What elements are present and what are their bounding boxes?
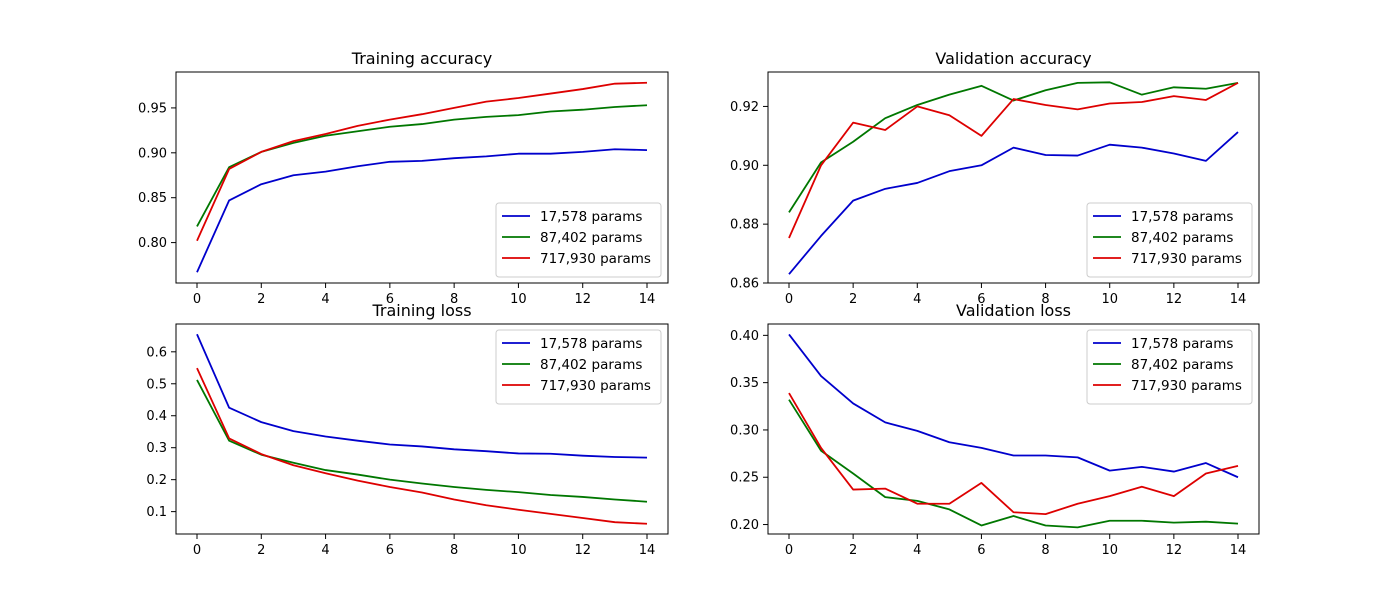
legend: 17,578 params 87,402 params 717,930 params	[1086, 202, 1253, 278]
legend-box	[495, 202, 662, 278]
series-line-1	[196, 333, 648, 459]
x-tick-label: 8	[1041, 292, 1049, 307]
chart-title: Training loss	[371, 301, 471, 320]
legend: 17,578 params 87,402 params 717,930 params	[495, 329, 662, 405]
y-tick-label: 0.35	[730, 376, 759, 391]
y-tick-label: 0.20	[730, 518, 759, 533]
x-tick-label: 4	[913, 292, 921, 307]
x-tick-label: 0	[193, 292, 201, 307]
x-tick-label: 12	[1166, 292, 1183, 307]
x-tick-label: 2	[849, 543, 857, 558]
x-tick-label: 14	[1230, 292, 1247, 307]
x-tick-label: 6	[386, 543, 394, 558]
legend-box	[1086, 329, 1253, 405]
x-tick-label: 10	[1101, 543, 1118, 558]
axes-frame	[767, 323, 1260, 535]
x-tick-label: 14	[1230, 543, 1247, 558]
chart-panel-1: Training accuracy 0 2 4 6 8 10 12 14 0.80 0.85 0.90…	[138, 49, 669, 307]
legend-label: 87,402 params	[540, 230, 642, 246]
y-tick-label: 0.80	[138, 236, 167, 251]
x-tick-label: 2	[257, 543, 265, 558]
x-tick-label: 8	[450, 292, 458, 307]
legend-box	[495, 329, 662, 405]
chart-title: Validation loss	[956, 301, 1071, 320]
legend-label: 17,578 params	[540, 209, 642, 225]
x-tick-label: 12	[574, 543, 591, 558]
y-tick-label: 0.25	[730, 471, 759, 486]
series-line-1	[788, 131, 1239, 275]
legend-label: 717,930 params	[1131, 378, 1242, 394]
y-tick-label: 0.4	[146, 409, 167, 424]
x-tick-label: 4	[321, 543, 329, 558]
y-tick-label: 0.30	[730, 423, 759, 438]
chart-title: Training accuracy	[351, 49, 492, 68]
legend-box	[1086, 202, 1253, 278]
x-tick-label: 6	[977, 543, 985, 558]
series-line-2	[788, 399, 1239, 529]
x-tick-label: 10	[510, 543, 527, 558]
legend: 17,578 params 87,402 params 717,930 params	[495, 202, 662, 278]
x-tick-label: 8	[1041, 543, 1049, 558]
y-tick-label: 0.3	[146, 441, 167, 456]
legend-label: 17,578 params	[540, 336, 642, 352]
series-line-2	[788, 81, 1239, 213]
legend-label: 87,402 params	[1131, 357, 1233, 373]
legend-label: 87,402 params	[540, 357, 642, 373]
x-tick-label: 6	[386, 292, 394, 307]
y-tick-label: 0.92	[730, 100, 759, 115]
x-tick-label: 10	[1101, 292, 1118, 307]
legend-label: 717,930 params	[540, 378, 651, 394]
y-tick-label: 0.86	[730, 277, 759, 292]
chart-panel-2: Validation accuracy 0 2 4 6 8 10 12 14 0.86 0.88 0.…	[730, 49, 1260, 307]
y-tick-label: 0.90	[138, 146, 167, 161]
x-tick-label: 0	[785, 292, 793, 307]
x-tick-label: 14	[639, 292, 656, 307]
y-tick-label: 0.1	[146, 505, 167, 520]
x-tick-label: 6	[977, 292, 985, 307]
y-tick-label: 0.88	[730, 218, 759, 233]
x-tick-label: 0	[193, 543, 201, 558]
x-tick-label: 2	[849, 292, 857, 307]
x-tick-label: 8	[450, 543, 458, 558]
x-tick-label: 10	[510, 292, 527, 307]
x-tick-label: 12	[1166, 543, 1183, 558]
chart-panel-4: Validation loss 0 2 4 6 8 10 12 14 0.20 0.25 0.30 0.…	[730, 301, 1260, 558]
x-tick-label: 2	[257, 292, 265, 307]
series-line-1	[788, 333, 1239, 479]
y-tick-label: 0.2	[146, 473, 167, 488]
series-line-3	[196, 367, 648, 525]
y-tick-label: 0.85	[138, 191, 167, 206]
axes-frame	[175, 323, 669, 535]
x-tick-label: 4	[913, 543, 921, 558]
x-tick-label: 0	[785, 543, 793, 558]
legend-label: 17,578 params	[1131, 209, 1233, 225]
y-tick-label: 0.5	[146, 377, 167, 392]
y-tick-label: 0.95	[138, 101, 167, 116]
legend: 17,578 params 87,402 params 717,930 params	[1086, 329, 1253, 405]
y-tick-label: 0.40	[730, 329, 759, 344]
series-line-3	[788, 82, 1239, 239]
chart-panel-3: Training loss 0 2 4 6 8 10 12 14 0.1 0.2 0.3 0.4 0.5 0…	[146, 301, 669, 558]
x-tick-label: 12	[574, 292, 591, 307]
legend-label: 717,930 params	[1131, 251, 1242, 267]
legend-label: 87,402 params	[1131, 230, 1233, 246]
y-tick-label: 0.6	[146, 345, 167, 360]
series-line-3	[196, 81, 648, 242]
legend-label: 17,578 params	[1131, 336, 1233, 352]
series-line-1	[196, 148, 648, 273]
chart-title: Validation accuracy	[935, 49, 1091, 68]
series-line-3	[788, 392, 1239, 516]
legend-label: 717,930 params	[540, 251, 651, 267]
x-tick-label: 4	[321, 292, 329, 307]
axes-frame	[175, 71, 669, 284]
y-tick-label: 0.90	[730, 159, 759, 174]
axes-frame	[767, 71, 1260, 284]
x-tick-label: 14	[639, 543, 656, 558]
